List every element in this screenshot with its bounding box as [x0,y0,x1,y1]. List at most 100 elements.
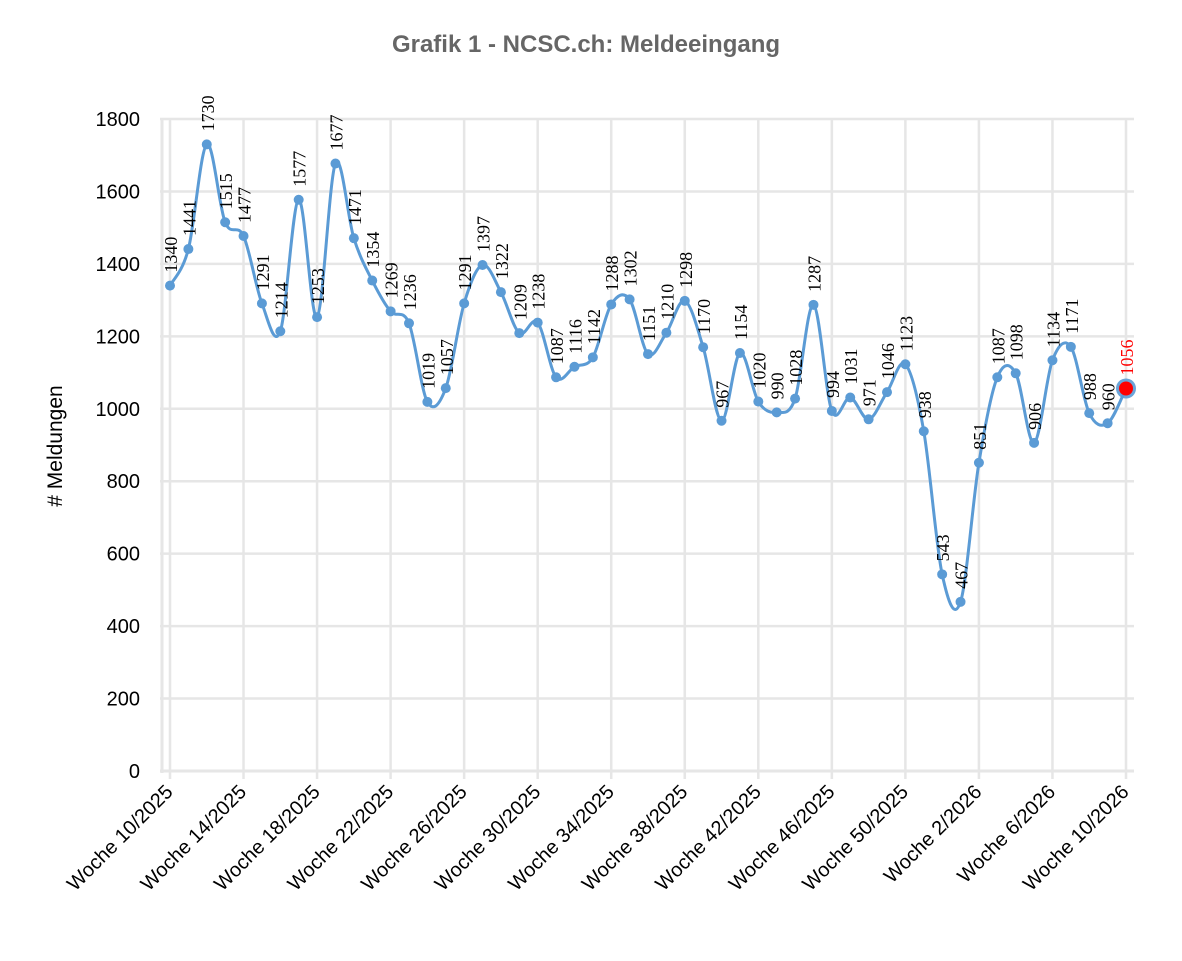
data-point[interactable] [624,294,635,305]
data-point[interactable] [973,457,984,468]
data-label: 1134 [1043,312,1063,347]
data-label-latest: 1056 [1117,339,1137,375]
data-label: 1154 [731,305,751,340]
data-point[interactable] [661,327,672,338]
y-tick-label: 1000 [96,399,141,421]
data-point[interactable] [256,298,267,309]
data-point[interactable] [679,295,690,306]
data-label: 1577 [290,151,310,187]
data-label: 1046 [878,343,898,379]
data-label: 988 [1080,373,1100,400]
data-point[interactable] [606,299,617,310]
data-label: 1209 [510,284,530,320]
data-label: 1291 [253,254,273,290]
data-point[interactable] [459,298,470,309]
data-point[interactable] [477,259,488,270]
data-point[interactable] [330,158,341,169]
data-label: 1287 [804,256,824,292]
y-tick-label: 1400 [96,254,141,276]
data-label: 1142 [584,309,604,344]
data-point[interactable] [937,569,948,580]
data-point[interactable] [569,361,580,372]
data-point[interactable] [1102,418,1113,429]
data-label: 960 [1099,383,1119,410]
data-point[interactable] [348,233,359,244]
data-point[interactable] [845,392,856,403]
y-tick-label: 1800 [96,109,141,131]
y-tick-label: 1200 [96,326,141,348]
data-point[interactable] [495,287,506,298]
data-point[interactable] [183,244,194,255]
data-point[interactable] [422,396,433,407]
data-point[interactable] [312,312,323,323]
data-point[interactable] [734,347,745,358]
data-label: 1019 [418,353,438,389]
data-point[interactable] [293,194,304,205]
data-point[interactable] [1010,368,1021,379]
data-point[interactable] [514,328,525,339]
data-label: 1210 [657,284,677,320]
data-point[interactable] [1029,437,1040,448]
data-label: 1515 [216,173,236,209]
data-label: 1087 [988,328,1008,364]
data-point-latest[interactable] [1119,381,1133,396]
data-point[interactable] [955,596,966,607]
data-point[interactable] [275,326,286,337]
data-point[interactable] [826,405,837,416]
data-point[interactable] [1065,341,1076,352]
data-point[interactable] [1084,408,1095,419]
data-point[interactable] [900,359,911,370]
data-label: 1471 [345,189,365,225]
data-label: 1477 [235,187,255,223]
y-tick-label: 400 [107,616,140,638]
data-point[interactable] [238,230,249,241]
data-point[interactable] [385,306,396,317]
data-point[interactable] [882,387,892,398]
data-label: 1170 [694,299,714,334]
data-label: 1730 [198,95,218,131]
data-label: 1123 [896,316,916,351]
data-point[interactable] [551,372,562,383]
data-label: 1171 [1062,298,1082,333]
y-axis-title: # Meldungen [44,385,67,506]
data-points[interactable] [165,139,1136,607]
data-label: 1441 [179,200,199,236]
y-tick-label: 800 [107,471,140,493]
y-tick-label: 200 [107,689,140,711]
data-point[interactable] [220,217,231,228]
data-point[interactable] [716,415,727,426]
data-point[interactable] [1047,355,1058,366]
data-label: 1031 [841,349,861,385]
data-point[interactable] [808,299,819,310]
data-point[interactable] [698,342,709,353]
data-label: 1340 [161,237,181,273]
data-point[interactable] [753,396,764,407]
grid-lines [160,117,1134,779]
data-label: 1269 [382,262,402,298]
data-label: 1020 [749,353,769,389]
data-label: 967 [713,381,733,408]
data-label: 938 [915,391,935,418]
data-point[interactable] [918,426,929,437]
data-label: 994 [823,371,843,398]
data-point[interactable] [404,318,414,329]
data-label: 1291 [455,254,475,290]
data-point[interactable] [165,280,175,291]
data-label: 1253 [308,268,328,304]
data-point[interactable] [201,139,212,150]
data-label: 851 [970,423,990,450]
data-label: 1322 [492,243,512,279]
data-label: 1354 [363,232,383,268]
data-point[interactable] [643,349,653,360]
data-point[interactable] [587,352,598,363]
series-line-path [168,142,1128,611]
data-point[interactable] [367,275,378,286]
data-point[interactable] [863,414,874,425]
data-point[interactable] [532,317,543,328]
data-point[interactable] [440,383,451,394]
data-point[interactable] [992,372,1003,383]
axes [160,119,1134,773]
data-point[interactable] [790,393,801,404]
data-point[interactable] [771,407,782,418]
